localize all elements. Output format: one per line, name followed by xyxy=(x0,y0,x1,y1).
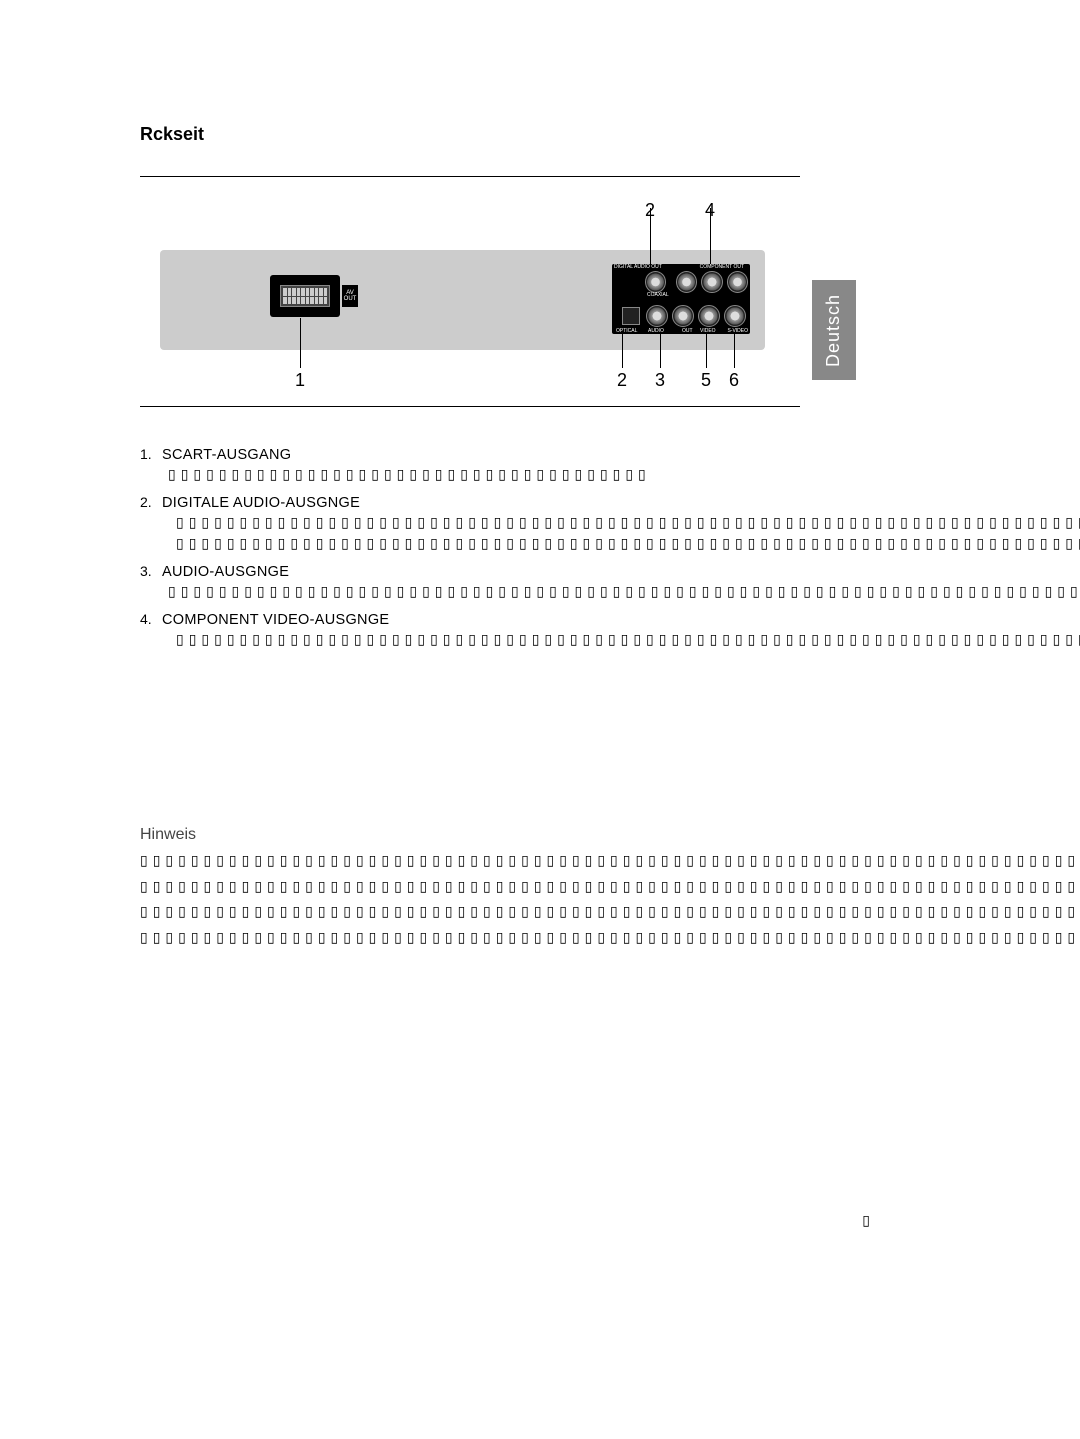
panel-label-video: VIDEO xyxy=(700,328,716,334)
component-pr-jack-icon xyxy=(727,271,748,293)
item-title: SCART-AUSGANG xyxy=(162,447,291,463)
video-jack-icon xyxy=(698,305,720,327)
page: Rckseit AV OUT DIGITAL AUDIO O xyxy=(0,0,1080,1439)
section-title: Rckseit xyxy=(140,124,204,145)
divider-top xyxy=(140,176,800,177)
indicator-line xyxy=(622,334,623,368)
component-pb-jack-icon xyxy=(701,271,722,293)
diagram-number-1: 1 xyxy=(295,370,305,391)
note-line: ▯▯▯▯▯▯▯▯▯▯▯▯▯▯▯▯▯▯▯▯▯▯▯▯▯▯▯▯▯▯▯▯▯▯▯▯▯▯▯▯… xyxy=(140,852,860,874)
list-item: 2.DIGITALE AUDIO-AUSGNGE▯▯▯▯▯▯▯▯▯▯▯▯▯▯▯▯… xyxy=(140,492,1080,555)
page-number: ▯ xyxy=(862,1212,870,1229)
indicator-line xyxy=(660,334,661,368)
diagram-number-top-4: 4 xyxy=(705,200,715,221)
language-tab: Deutsch xyxy=(812,280,856,380)
item-body: ▯▯▯▯▯▯▯▯▯▯▯▯▯▯▯▯▯▯▯▯▯▯▯▯▯▯▯▯▯▯▯▯▯▯▯▯▯▯ xyxy=(168,466,1080,486)
note-line: ▯▯▯▯▯▯▯▯▯▯▯▯▯▯▯▯▯▯▯▯▯▯▯▯▯▯▯▯▯▯▯▯▯▯▯▯▯▯▯▯… xyxy=(140,903,860,925)
left-column: 1.SCART-AUSGANG▯▯▯▯▯▯▯▯▯▯▯▯▯▯▯▯▯▯▯▯▯▯▯▯▯… xyxy=(140,444,1080,658)
list-item: 1.SCART-AUSGANG▯▯▯▯▯▯▯▯▯▯▯▯▯▯▯▯▯▯▯▯▯▯▯▯▯… xyxy=(140,444,1080,486)
language-tab-label: Deutsch xyxy=(824,293,845,366)
list-item: 4.COMPONENT VIDEO-AUSGNGE▯▯▯▯▯▯▯▯▯▯▯▯▯▯▯… xyxy=(140,609,1080,651)
audio-r-jack-icon xyxy=(672,305,694,327)
optical-jack-icon xyxy=(622,307,640,325)
item-number: 4. xyxy=(140,609,162,629)
item-bullet: ▯▯▯▯▯▯▯▯▯▯▯▯▯▯▯▯▯▯▯▯▯▯▯▯▯▯▯▯▯▯▯▯▯▯▯▯▯▯▯▯… xyxy=(176,514,1080,534)
panel-label-svideo: S-VIDEO xyxy=(727,328,748,334)
note-title: Hinweis xyxy=(140,826,860,844)
panel-label-digital: DIGITAL AUDIO OUT xyxy=(614,264,662,270)
item-heading: 3.AUDIO-AUSGNGE xyxy=(140,561,1080,583)
item-number: 1. xyxy=(140,444,162,464)
indicator-line xyxy=(734,334,735,368)
component-y-jack-icon xyxy=(676,271,697,293)
note-block: Hinweis ▯▯▯▯▯▯▯▯▯▯▯▯▯▯▯▯▯▯▯▯▯▯▯▯▯▯▯▯▯▯▯▯… xyxy=(140,826,860,955)
item-body: ▯▯▯▯▯▯▯▯▯▯▯▯▯▯▯▯▯▯▯▯▯▯▯▯▯▯▯▯▯▯▯▯▯▯▯▯▯▯▯▯… xyxy=(168,583,1080,603)
diagram-number-6: 6 xyxy=(729,370,739,391)
item-heading: 2.DIGITALE AUDIO-AUSGNGE xyxy=(140,492,1080,514)
indicator-line xyxy=(300,318,301,368)
item-number: 3. xyxy=(140,561,162,581)
item-bullet: ▯▯▯▯▯▯▯▯▯▯▯▯▯▯▯▯▯▯▯▯▯▯▯▯▯▯▯▯▯▯▯▯▯▯▯▯▯▯▯▯… xyxy=(176,631,1080,651)
scart-connector-icon xyxy=(270,275,340,317)
panel-label-out: OUT xyxy=(682,328,693,334)
diagram-number-5: 5 xyxy=(701,370,711,391)
item-title: DIGITALE AUDIO-AUSGNGE xyxy=(162,495,360,511)
item-number: 2. xyxy=(140,492,162,512)
note-line: ▯▯▯▯▯▯▯▯▯▯▯▯▯▯▯▯▯▯▯▯▯▯▯▯▯▯▯▯▯▯▯▯▯▯▯▯▯▯▯▯… xyxy=(140,929,860,951)
item-bullet: ▯▯▯▯▯▯▯▯▯▯▯▯▯▯▯▯▯▯▯▯▯▯▯▯▯▯▯▯▯▯▯▯▯▯▯▯▯▯▯▯… xyxy=(176,535,1080,555)
description-columns: 1.SCART-AUSGANG▯▯▯▯▯▯▯▯▯▯▯▯▯▯▯▯▯▯▯▯▯▯▯▯▯… xyxy=(140,444,810,658)
diagram-number-3: 3 xyxy=(655,370,665,391)
panel-label-audio: AUDIO xyxy=(648,328,664,334)
item-title: COMPONENT VIDEO-AUSGNGE xyxy=(162,612,389,628)
indicator-line xyxy=(706,334,707,368)
divider-bottom xyxy=(140,406,800,407)
note-line: ▯▯▯▯▯▯▯▯▯▯▯▯▯▯▯▯▯▯▯▯▯▯▯▯▯▯▯▯▯▯▯▯▯▯▯▯▯▯▯▯… xyxy=(140,878,860,900)
diagram-number-2: 2 xyxy=(617,370,627,391)
list-item: 3.AUDIO-AUSGNGE▯▯▯▯▯▯▯▯▯▯▯▯▯▯▯▯▯▯▯▯▯▯▯▯▯… xyxy=(140,561,1080,603)
item-heading: 1.SCART-AUSGANG xyxy=(140,444,1080,466)
panel-label-component: COMPONENT OUT xyxy=(700,264,744,270)
scart-label: AV OUT xyxy=(342,285,358,307)
item-title: AUDIO-AUSGNGE xyxy=(162,564,289,580)
svideo-jack-icon xyxy=(724,305,746,327)
item-heading: 4.COMPONENT VIDEO-AUSGNGE xyxy=(140,609,1080,631)
coaxial-jack-icon xyxy=(645,271,666,293)
connector-panel-icon: DIGITAL AUDIO OUT COAXIAL COMPONENT OUT … xyxy=(612,264,750,334)
diagram-number-top-2: 2 xyxy=(645,200,655,221)
panel-label-coax: COAXIAL xyxy=(647,292,669,298)
audio-l-jack-icon xyxy=(646,305,668,327)
panel-label-optical: OPTICAL xyxy=(616,328,637,334)
